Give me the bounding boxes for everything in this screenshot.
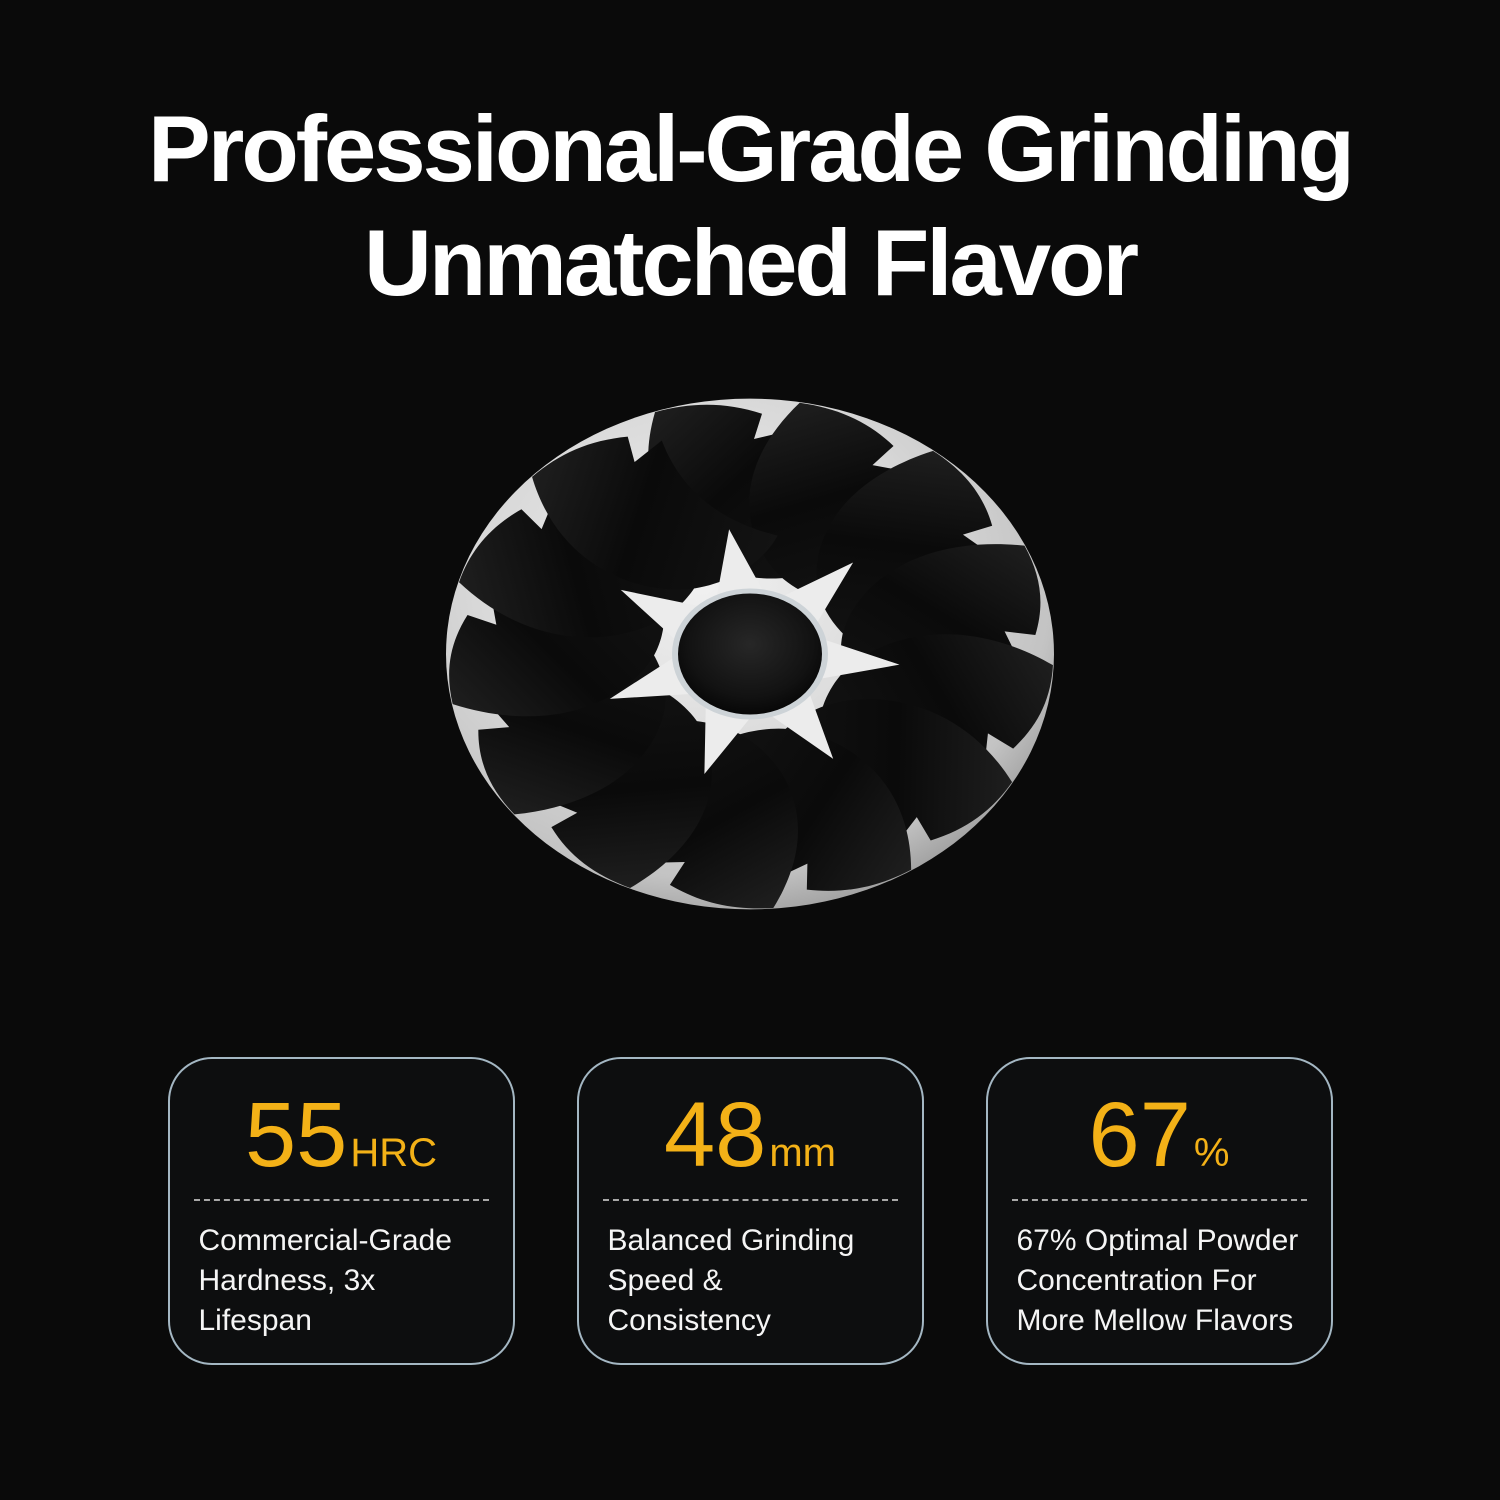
stat-value-concentration: 67 % [988,1089,1331,1181]
stat-unit: HRC [350,1131,437,1175]
stat-number: 67 [1088,1084,1191,1186]
stat-value-burr-size: 48 mm [579,1089,922,1181]
dashed-divider [1011,1199,1307,1201]
burr-center-hole [678,593,822,715]
stat-unit: mm [769,1131,836,1175]
burr-image [445,398,1055,910]
spec-card-concentration: 67 % 67% Optimal Powder Concentration Fo… [985,1057,1333,1365]
page-title: Professional-Grade Grinding Unmatched Fl… [0,92,1500,320]
stat-unit: % [1193,1131,1230,1175]
stat-description: Commercial-Grade Hardness, 3x Lifespan [198,1224,452,1337]
stat-description: 67% Optimal Powder Concentration For Mor… [1016,1224,1299,1337]
stat-number: 48 [664,1084,767,1186]
spec-card-hardness: 55 HRC Commercial-Grade Hardness, 3x Lif… [167,1057,515,1365]
dashed-divider [602,1199,898,1201]
stat-number: 55 [244,1084,348,1186]
title-line-1: Professional-Grade Grinding [148,96,1355,201]
dashed-divider [193,1199,489,1201]
stat-value-hardness: 55 HRC [170,1089,513,1181]
stat-description: Balanced Grinding Speed & Consistency [607,1224,855,1337]
spec-card-burr-size: 48 mm Balanced Grinding Speed & Consiste… [576,1057,924,1365]
conical-burr-icon [445,398,1055,910]
spec-cards: 55 HRC Commercial-Grade Hardness, 3x Lif… [0,1057,1500,1365]
title-line-2: Unmatched Flavor [363,210,1139,315]
